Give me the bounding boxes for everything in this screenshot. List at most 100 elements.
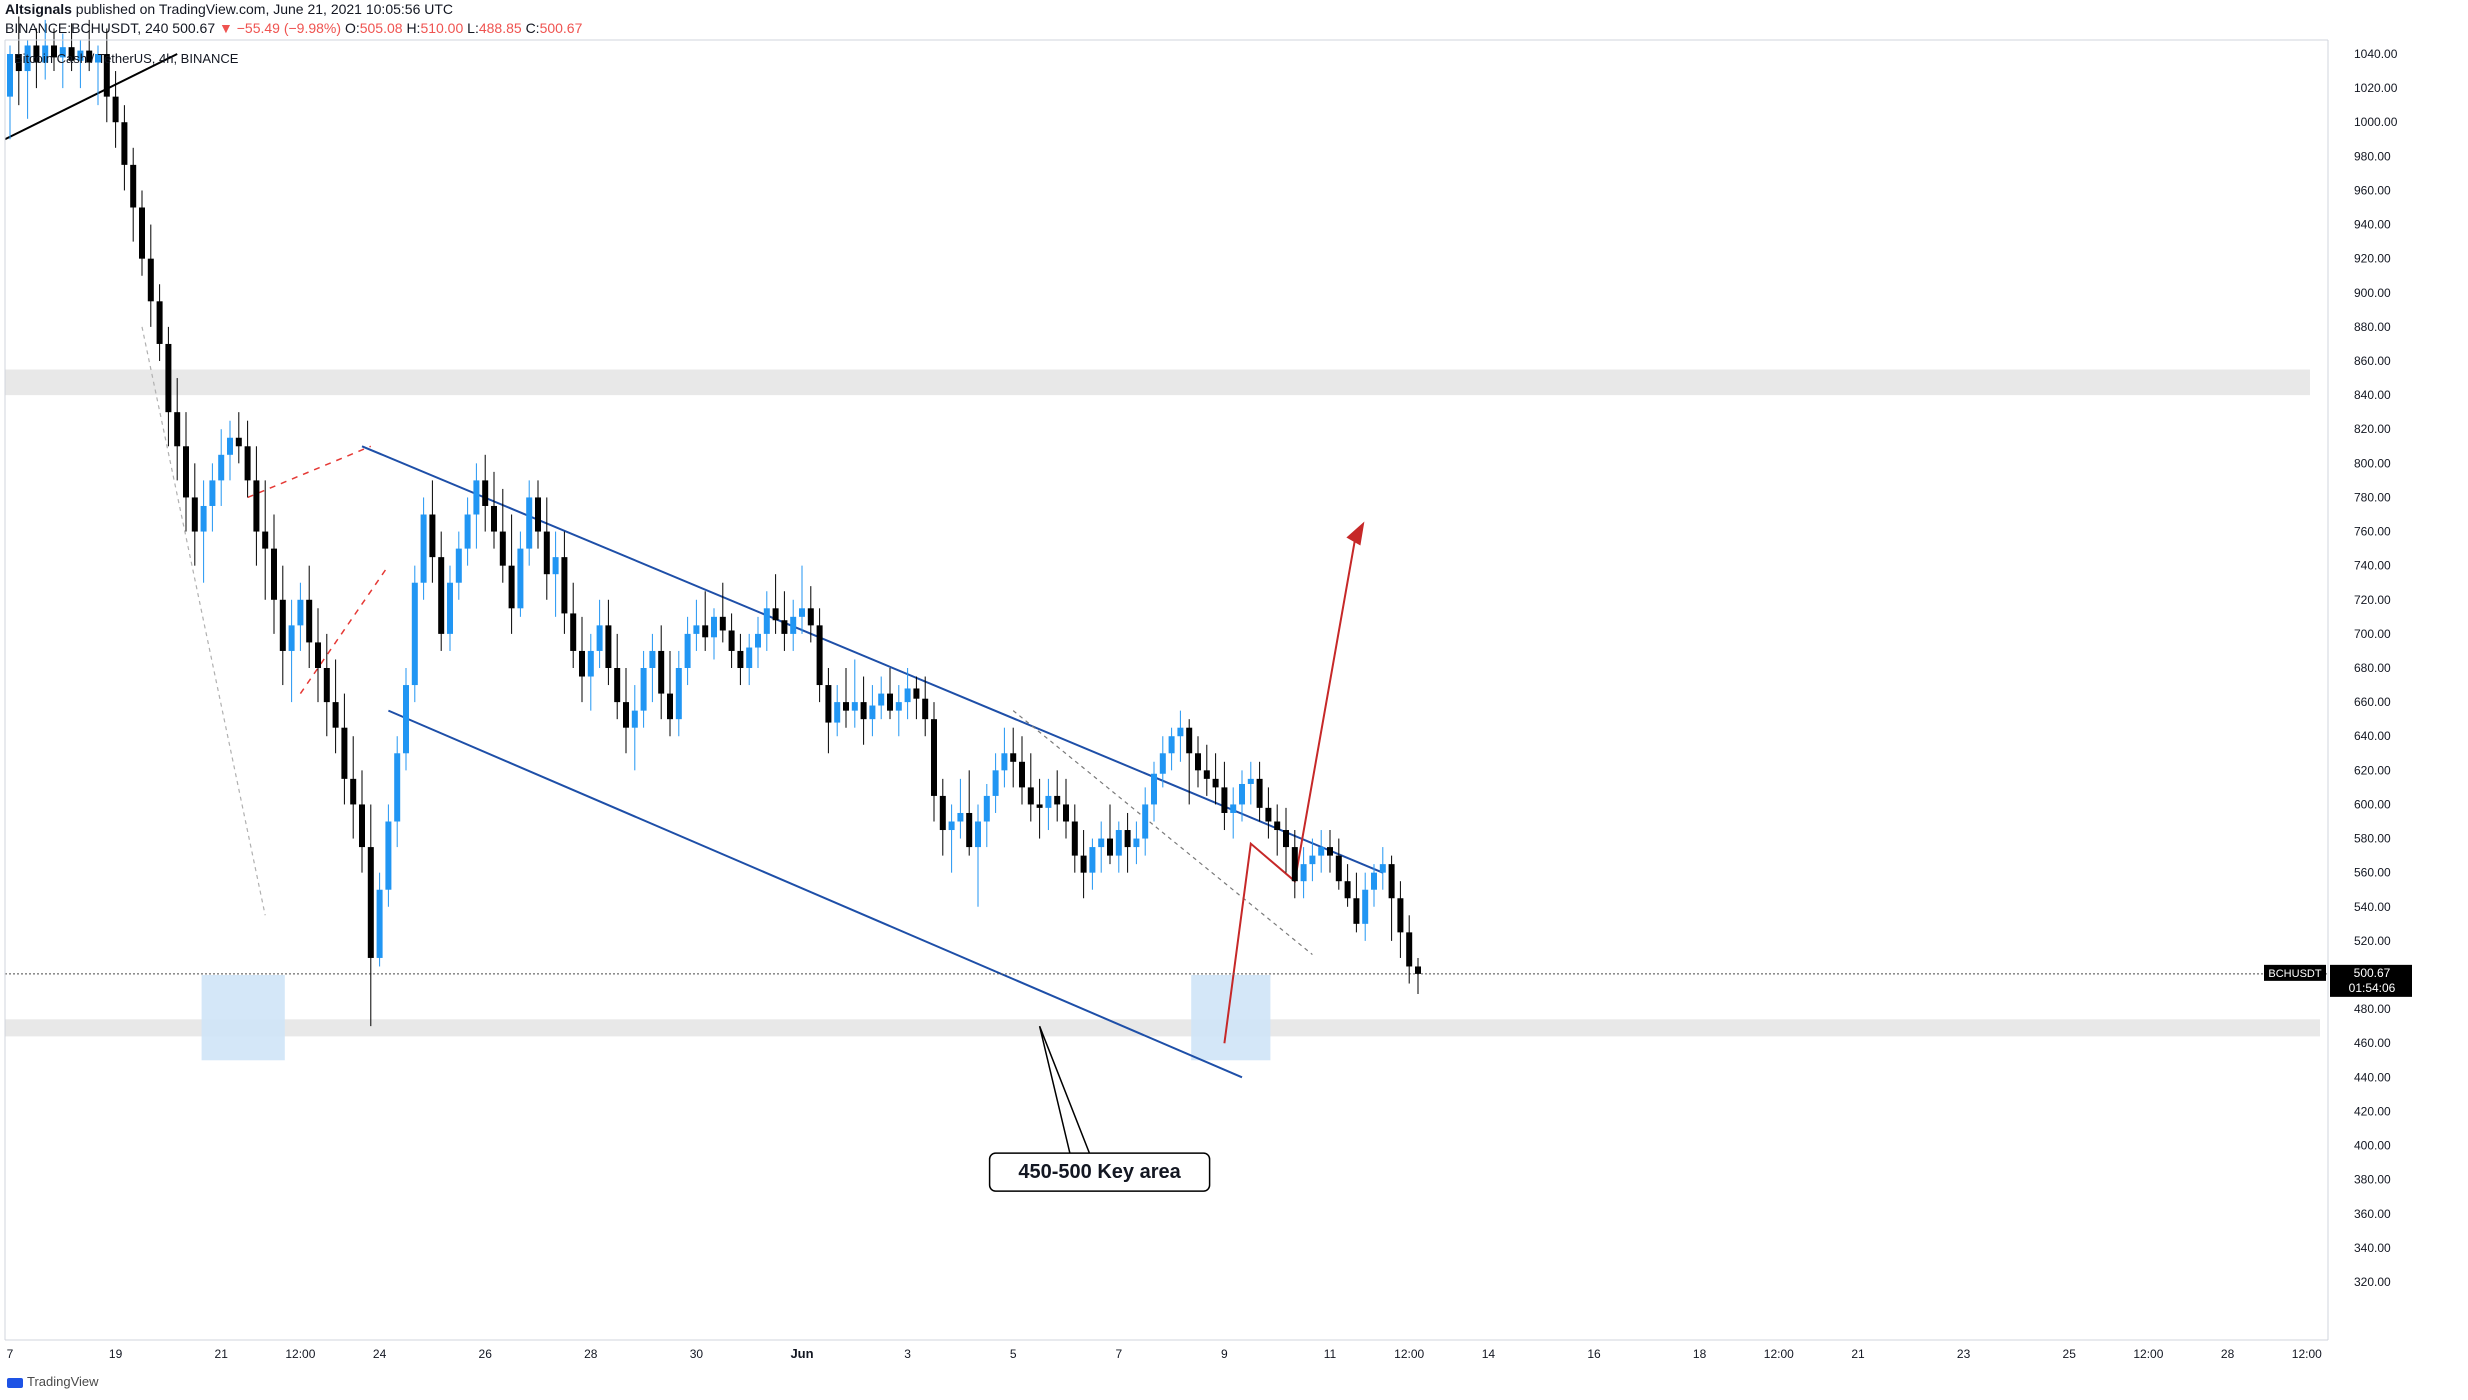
x-tick-label: 23 bbox=[1957, 1347, 1971, 1361]
x-tick-label: 12:00 bbox=[1394, 1347, 1424, 1361]
y-tick-label: 980.00 bbox=[2354, 149, 2391, 163]
bull-candle bbox=[526, 497, 533, 549]
bull-candle bbox=[455, 548, 462, 583]
bear-candle bbox=[614, 668, 621, 703]
y-tick-label: 840.00 bbox=[2354, 388, 2391, 402]
bull-candle bbox=[1142, 804, 1149, 839]
bear-candle bbox=[1256, 778, 1263, 808]
bear-candle bbox=[438, 557, 445, 634]
bull-candle bbox=[1371, 872, 1377, 890]
bull-candle bbox=[1318, 847, 1325, 856]
bear-candle bbox=[772, 608, 779, 621]
bear-candle bbox=[121, 122, 128, 165]
bull-candle bbox=[394, 753, 401, 822]
bull-candle bbox=[1089, 847, 1096, 873]
bear-candle bbox=[860, 702, 867, 720]
x-tick-label: 28 bbox=[584, 1347, 598, 1361]
y-tick-label: 640.00 bbox=[2354, 729, 2391, 743]
bear-candle bbox=[244, 446, 251, 481]
bull-candle bbox=[209, 480, 216, 506]
bear-candle bbox=[103, 54, 110, 97]
published-text: published on TradingView.com, June 21, 2… bbox=[75, 1, 454, 17]
x-tick-label: 21 bbox=[215, 1347, 229, 1361]
bear-candle bbox=[1107, 838, 1113, 856]
candles-layer bbox=[7, 16, 1421, 1027]
y-tick-label: 520.00 bbox=[2354, 934, 2391, 948]
y-tick-label: 820.00 bbox=[2354, 422, 2391, 436]
bear-candle bbox=[913, 688, 920, 699]
y-tick-label: 740.00 bbox=[2354, 559, 2391, 573]
bull-candle bbox=[411, 582, 418, 686]
bear-candle bbox=[543, 531, 550, 575]
bear-candle bbox=[306, 599, 313, 643]
bear-candle bbox=[1406, 932, 1413, 967]
bear-candle bbox=[1010, 753, 1017, 762]
close-value: 500.67 bbox=[539, 20, 583, 36]
high-value: 510.00 bbox=[420, 20, 464, 36]
bear-candle bbox=[33, 45, 40, 63]
bull-candle bbox=[1379, 864, 1386, 873]
bear-candle bbox=[315, 642, 321, 668]
bear-candle bbox=[1388, 864, 1395, 899]
bear-candle bbox=[1327, 847, 1333, 856]
key-low-highlight-box bbox=[201, 975, 285, 1061]
bull-candle bbox=[1098, 838, 1105, 848]
y-tick-label: 800.00 bbox=[2354, 456, 2391, 470]
bull-candle bbox=[24, 45, 31, 72]
bull-candle bbox=[711, 616, 717, 638]
x-tick-label: 28 bbox=[2221, 1347, 2235, 1361]
y-tick-label: 440.00 bbox=[2354, 1070, 2391, 1084]
bull-candle bbox=[517, 548, 524, 609]
bull-candle bbox=[1177, 727, 1184, 737]
x-tick-label: 25 bbox=[2063, 1347, 2077, 1361]
bear-candle bbox=[1221, 787, 1228, 813]
y-tick-label: 760.00 bbox=[2354, 525, 2391, 539]
bull-candle bbox=[1247, 778, 1254, 784]
early-dashed-resistance bbox=[141, 326, 266, 916]
symbol-line: BINANCE:BCHUSDT, 240 500.67 ▼ −55.49 (−9… bbox=[5, 19, 1805, 38]
high-label: H: bbox=[406, 20, 421, 36]
bear-candle bbox=[939, 795, 946, 831]
bull-candle bbox=[834, 702, 841, 723]
bear-candle bbox=[1344, 881, 1351, 899]
bear-candle bbox=[728, 630, 735, 651]
bear-candle bbox=[1283, 830, 1289, 848]
bull-candle bbox=[869, 705, 876, 720]
y-tick-label: 880.00 bbox=[2354, 320, 2391, 334]
bull-candle bbox=[763, 608, 770, 634]
bull-candle bbox=[1168, 736, 1175, 754]
callout-box bbox=[988, 1152, 1211, 1192]
x-tick-label: 12:00 bbox=[1764, 1347, 1794, 1361]
bear-candle bbox=[1353, 898, 1360, 924]
bear-candle bbox=[737, 650, 744, 668]
symbol-prefix: BINANCE:BCHUSDT, 240 bbox=[5, 20, 169, 36]
bull-candle bbox=[992, 770, 999, 796]
low-value: 488.85 bbox=[478, 20, 522, 36]
y-tick-label: 480.00 bbox=[2354, 1002, 2391, 1016]
bear-candle bbox=[605, 625, 612, 668]
bear-candle bbox=[1054, 795, 1061, 805]
bull-candle bbox=[1239, 783, 1245, 805]
bear-candle bbox=[1291, 847, 1298, 882]
bear-candle bbox=[807, 608, 814, 626]
bear-candle bbox=[359, 804, 365, 848]
bull-candle bbox=[746, 647, 753, 668]
bear-candle bbox=[623, 702, 629, 728]
bull-candle bbox=[684, 633, 691, 668]
bear-candle bbox=[1080, 855, 1087, 873]
bear-candle bbox=[781, 620, 788, 634]
chart-header: Altsignals published on TradingView.com,… bbox=[5, 0, 1805, 40]
bear-candle bbox=[1036, 804, 1043, 808]
bear-candle bbox=[825, 685, 832, 723]
early-support-trendline bbox=[4, 53, 178, 141]
bear-candle bbox=[508, 565, 515, 609]
x-tick-label: 5 bbox=[1010, 1347, 1017, 1361]
bull-candle bbox=[464, 514, 471, 549]
y-tick-label: 1040.00 bbox=[2354, 47, 2398, 61]
bull-candle bbox=[1230, 804, 1237, 813]
bear-candle bbox=[174, 412, 181, 447]
bear-candle bbox=[843, 702, 849, 711]
bull-candle bbox=[1001, 753, 1008, 771]
y-tick-label: 420.00 bbox=[2354, 1104, 2391, 1118]
